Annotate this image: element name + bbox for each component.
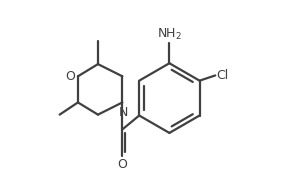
Text: O: O (117, 158, 127, 171)
Text: Cl: Cl (217, 69, 229, 82)
Text: N: N (119, 106, 128, 119)
Text: NH$_2$: NH$_2$ (157, 27, 182, 42)
Text: O: O (66, 70, 75, 83)
